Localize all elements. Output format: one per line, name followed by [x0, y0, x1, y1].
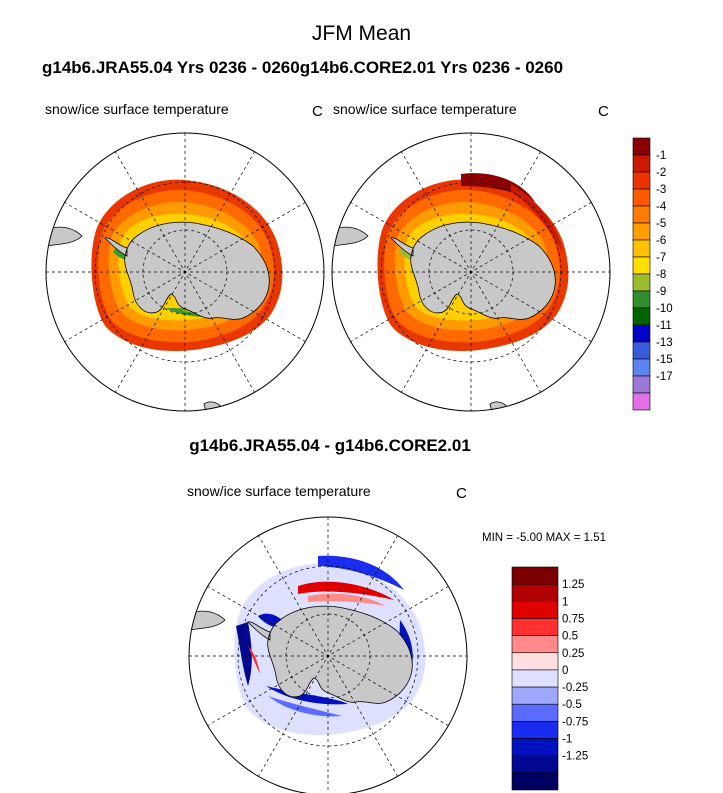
map-panel-jra55 — [45, 132, 325, 412]
colorbar-difference-swatch — [511, 669, 559, 688]
colorbar-temperature-label: -5 — [656, 218, 666, 230]
colorbar-difference-label: -1.25 — [562, 751, 588, 763]
colorbar-difference-label: 0.75 — [562, 613, 584, 625]
colorbar-difference-label: 1.25 — [562, 579, 584, 591]
colorbar-temperature-label: -1 — [656, 150, 666, 162]
colorbar-difference-label: 0.25 — [562, 648, 584, 660]
colorbar-difference-swatch — [511, 772, 559, 791]
panel-1-unit: C — [312, 103, 323, 120]
colorbar-temperature-label: -9 — [656, 286, 666, 298]
colorbar-temperature-swatch — [632, 239, 651, 258]
colorbar-temperature-label: -17 — [656, 371, 673, 383]
colorbar-temperature-label: -8 — [656, 269, 666, 281]
colorbar-difference-swatch — [511, 618, 559, 636]
colorbar-temperature-label: -10 — [656, 303, 673, 315]
colorbar-difference-label: -0.25 — [562, 682, 588, 694]
colorbar-difference-label: -0.5 — [562, 699, 582, 711]
colorbar-difference-swatch — [511, 601, 559, 619]
panel-1-label: snow/ice surface temperature — [45, 101, 229, 117]
diff-panel-unit: C — [456, 485, 467, 502]
colorbar-temperature-swatch — [632, 256, 651, 275]
colorbar-temperature-label: -3 — [656, 184, 666, 196]
colorbar-temperature-swatch — [632, 375, 651, 394]
panel-2-label: snow/ice surface temperature — [333, 101, 517, 117]
colorbar-temperature-swatch — [632, 324, 651, 343]
figure-title: JFM Mean — [311, 22, 412, 45]
map-panel-difference — [188, 516, 468, 793]
colorbar-difference-swatch — [511, 652, 559, 671]
colorbar-difference-swatch — [511, 755, 559, 774]
colorbar-difference-label: 0 — [562, 665, 568, 677]
colorbar-difference-swatch — [511, 686, 559, 705]
colorbar-temperature-swatch — [632, 307, 651, 326]
colorbar-temperature-swatch — [632, 188, 651, 207]
colorbar-temperature-swatch — [632, 341, 651, 360]
colorbar-temperature-swatch — [632, 273, 651, 292]
colorbar-difference-label: 1 — [562, 596, 568, 608]
colorbar-difference-swatch — [511, 703, 559, 722]
colorbar-temperature-label: -2 — [656, 167, 666, 179]
colorbar-temperature-label: -6 — [656, 235, 666, 247]
colorbar-difference-swatch — [511, 721, 559, 739]
colorbar-difference-swatch — [511, 635, 559, 654]
colorbar-difference-swatch — [511, 583, 559, 602]
colorbar-difference-swatch — [511, 738, 559, 756]
colorbar-temperature-swatch — [632, 205, 651, 224]
colorbar-temperature-swatch — [632, 290, 651, 309]
colorbar-difference: 1.25 1 0.75 0.5 0.25 0 -0.25 -0.5 -0.75 -1 -1.25 — [511, 566, 588, 791]
colorbar-difference-label: -0.75 — [562, 716, 588, 728]
diff-panel-label: snow/ice surface temperature — [187, 483, 371, 499]
difference-title: g14b6.JRA55.04 - g14b6.CORE2.01 — [189, 436, 471, 455]
colorbar-difference-swatch — [511, 566, 559, 585]
colorbar-temperature-swatch — [632, 171, 651, 190]
colorbar-difference-label: -1 — [562, 734, 572, 746]
colorbar-difference-label: 0.5 — [562, 631, 578, 643]
map-panel-core2 — [331, 132, 611, 412]
colorbar-temperature-swatch — [632, 392, 651, 411]
colorbar-temperature-label: -15 — [656, 354, 673, 366]
colorbar-temperature-label: -13 — [656, 337, 673, 349]
experiment-subtitle: g14b6.JRA55.04 Yrs 0236 - 0260g14b6.CORE… — [42, 58, 564, 77]
colorbar-temperature-swatch — [632, 358, 651, 377]
colorbar-temperature-label: -4 — [656, 201, 667, 213]
colorbar-temperature-label: -7 — [656, 252, 666, 264]
min-max-readout: MIN = -5.00 MAX = 1.51 — [482, 532, 607, 544]
colorbar-temperature-swatch — [632, 154, 651, 173]
colorbar-temperature: -1 -2 -3 -4 -5 -6 -7 -8 -9 -10 -11 -13 -15 -17 — [632, 137, 673, 411]
panel-2-unit: C — [598, 103, 609, 120]
colorbar-temperature-label: -11 — [656, 320, 672, 332]
colorbar-temperature-swatch — [632, 137, 651, 156]
colorbar-temperature-swatch — [632, 222, 651, 241]
